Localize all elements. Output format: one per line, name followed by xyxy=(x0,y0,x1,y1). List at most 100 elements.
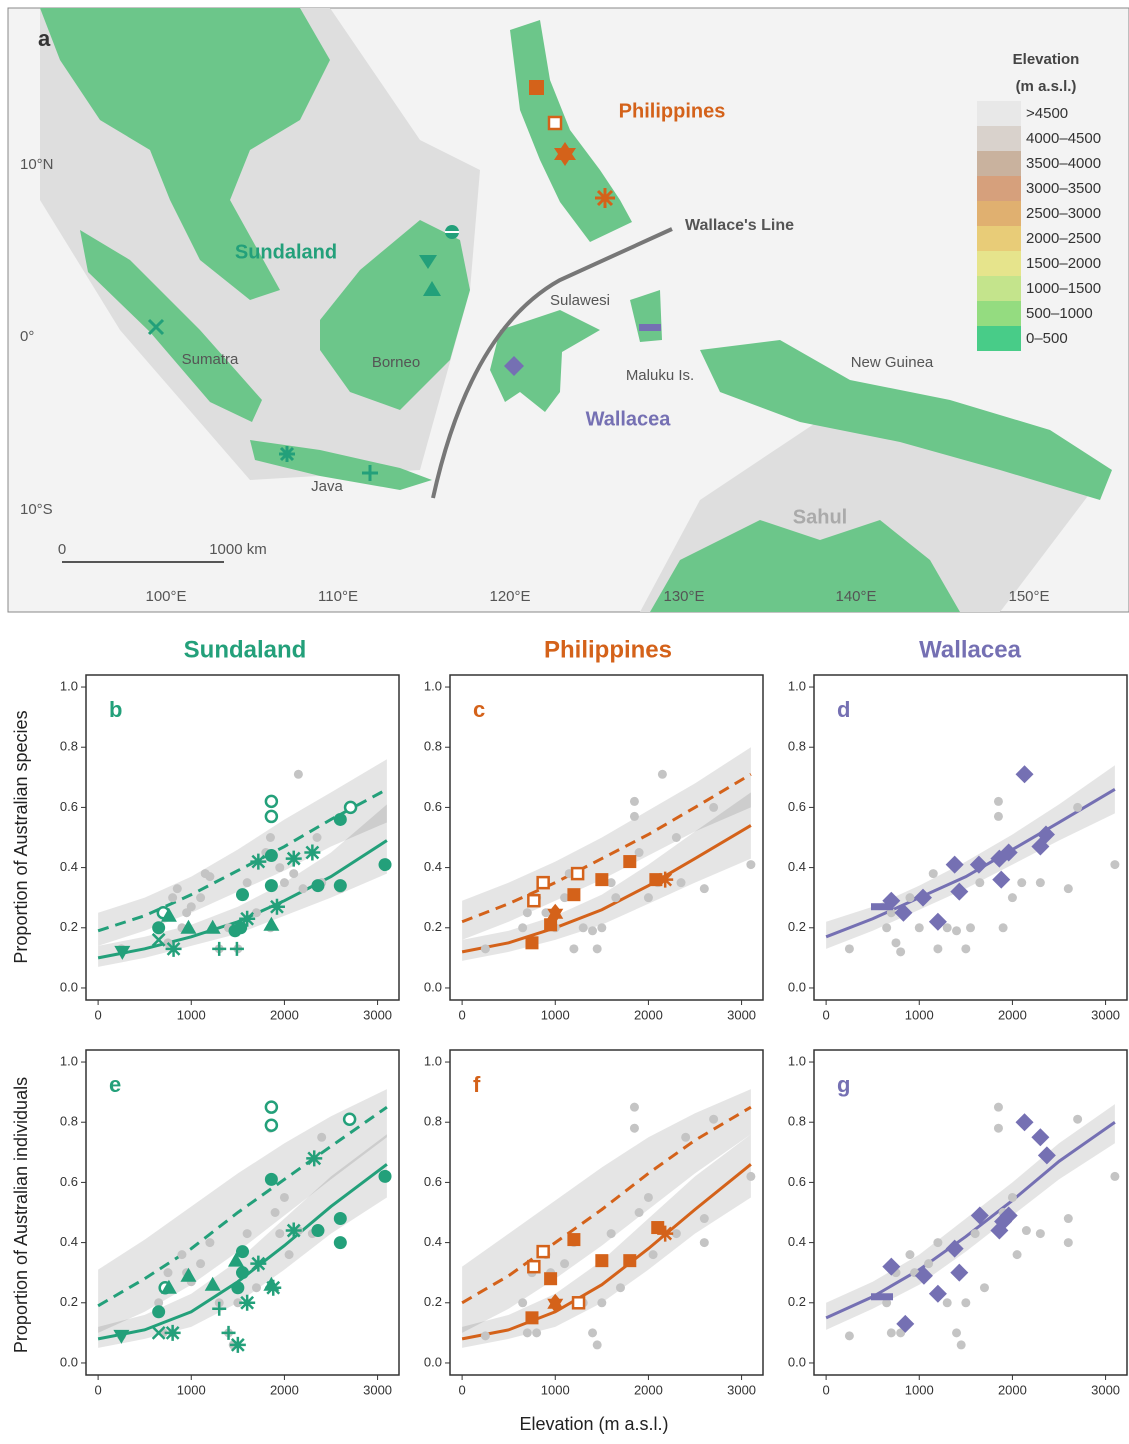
x-tick-label: 2000 xyxy=(270,1007,299,1022)
x-tick-label: 0 xyxy=(458,1007,465,1022)
lat-label: 0° xyxy=(20,328,34,345)
point xyxy=(961,1298,970,1307)
panel-label: e xyxy=(109,1072,121,1097)
point xyxy=(882,923,891,932)
point xyxy=(567,888,580,901)
point xyxy=(746,860,755,869)
point xyxy=(168,893,177,902)
point xyxy=(994,1103,1003,1112)
point xyxy=(649,1250,658,1259)
point xyxy=(187,902,196,911)
figure: a Sundaland Philippines Wallacea Sumatra… xyxy=(0,0,1129,1439)
panel-label: a xyxy=(38,26,51,51)
point xyxy=(243,1229,252,1238)
point xyxy=(165,1325,181,1341)
panel: 0.00.20.40.60.81.00100020003000e xyxy=(60,1050,399,1397)
place-label: Java xyxy=(311,478,343,495)
point xyxy=(709,1115,718,1124)
point xyxy=(523,908,532,917)
y-tick-label: 0.6 xyxy=(60,799,78,814)
region-label: Wallacea xyxy=(586,408,672,430)
point xyxy=(523,1328,532,1337)
y-tick-label: 0.4 xyxy=(424,1234,442,1249)
y-tick-label: 0.4 xyxy=(788,859,806,874)
y-tick-label: 1.0 xyxy=(60,1053,78,1068)
point xyxy=(265,1280,281,1296)
point xyxy=(196,893,205,902)
lon-label: 140°E xyxy=(835,588,876,605)
point xyxy=(593,944,602,953)
y-tick-label: 0.2 xyxy=(424,919,442,934)
y-tick-label: 0.6 xyxy=(788,799,806,814)
point xyxy=(966,923,975,932)
point xyxy=(672,1229,681,1238)
point xyxy=(311,1224,324,1237)
point xyxy=(229,924,242,937)
x-tick-label: 3000 xyxy=(727,1382,756,1397)
y-tick-label: 0.0 xyxy=(424,979,442,994)
point xyxy=(538,877,549,888)
place-label: New Guinea xyxy=(851,354,934,371)
site-marker xyxy=(279,446,295,462)
plot-frame xyxy=(814,675,1127,1000)
point xyxy=(299,884,308,893)
point xyxy=(672,833,681,842)
x-tick-label: 1000 xyxy=(905,1007,934,1022)
point xyxy=(265,1173,278,1186)
point xyxy=(1013,1250,1022,1259)
x-tick-label: 3000 xyxy=(363,1007,392,1022)
legend-title: Elevation xyxy=(1013,51,1080,68)
point xyxy=(252,1283,261,1292)
x-tick-label: 0 xyxy=(822,1007,829,1022)
x-axis-label: Elevation (m a.s.l.) xyxy=(519,1414,668,1434)
y-tick-label: 0.8 xyxy=(60,1114,78,1129)
point xyxy=(593,1340,602,1349)
point xyxy=(252,908,261,917)
point xyxy=(607,1229,616,1238)
x-tick-label: 2000 xyxy=(634,1007,663,1022)
column-title: Philippines xyxy=(544,636,672,663)
point xyxy=(1064,1238,1073,1247)
point xyxy=(265,879,278,892)
point xyxy=(994,1124,1003,1133)
point xyxy=(205,1238,214,1247)
y-tick-label: 0.8 xyxy=(788,739,806,754)
point xyxy=(887,1328,896,1337)
column-titles: Sundaland Philippines Wallacea xyxy=(184,636,1022,663)
y-tick-label: 0.8 xyxy=(788,1114,806,1129)
site-marker xyxy=(595,188,615,208)
point xyxy=(597,923,606,932)
y-tick-label: 0.6 xyxy=(424,1174,442,1189)
place-label: Sahul xyxy=(793,506,847,528)
point xyxy=(250,1256,266,1272)
point xyxy=(597,1298,606,1307)
lon-label: 120°E xyxy=(489,588,530,605)
point xyxy=(236,888,249,901)
x-tick-label: 2000 xyxy=(634,1382,663,1397)
point xyxy=(845,1331,854,1340)
point xyxy=(313,833,322,842)
y-tick-label: 0.0 xyxy=(788,1354,806,1369)
y-tick-label: 0.2 xyxy=(60,1294,78,1309)
y-tick-label: 0.8 xyxy=(424,739,442,754)
point xyxy=(528,1261,539,1272)
point xyxy=(611,893,620,902)
legend-swatch xyxy=(977,176,1021,201)
point xyxy=(943,1298,952,1307)
y-tick-label: 0.0 xyxy=(60,1354,78,1369)
column-title: Wallacea xyxy=(919,636,1021,663)
point xyxy=(379,858,392,871)
legend-label: 1500–2000 xyxy=(1026,255,1101,272)
x-tick-label: 1000 xyxy=(905,1382,934,1397)
y-tick-label: 0.2 xyxy=(788,1294,806,1309)
lat-label: 10°S xyxy=(20,501,53,518)
region-label: Sundaland xyxy=(235,241,337,263)
point xyxy=(239,911,255,927)
panels: 0.00.20.40.60.81.00100020003000b0.00.20.… xyxy=(60,675,1127,1397)
y-axis-label: Proportion of Australian species xyxy=(11,710,31,963)
point xyxy=(999,923,1008,932)
point xyxy=(334,879,347,892)
lon-label: 110°E xyxy=(318,588,358,605)
x-tick-label: 2000 xyxy=(270,1382,299,1397)
point xyxy=(915,923,924,932)
